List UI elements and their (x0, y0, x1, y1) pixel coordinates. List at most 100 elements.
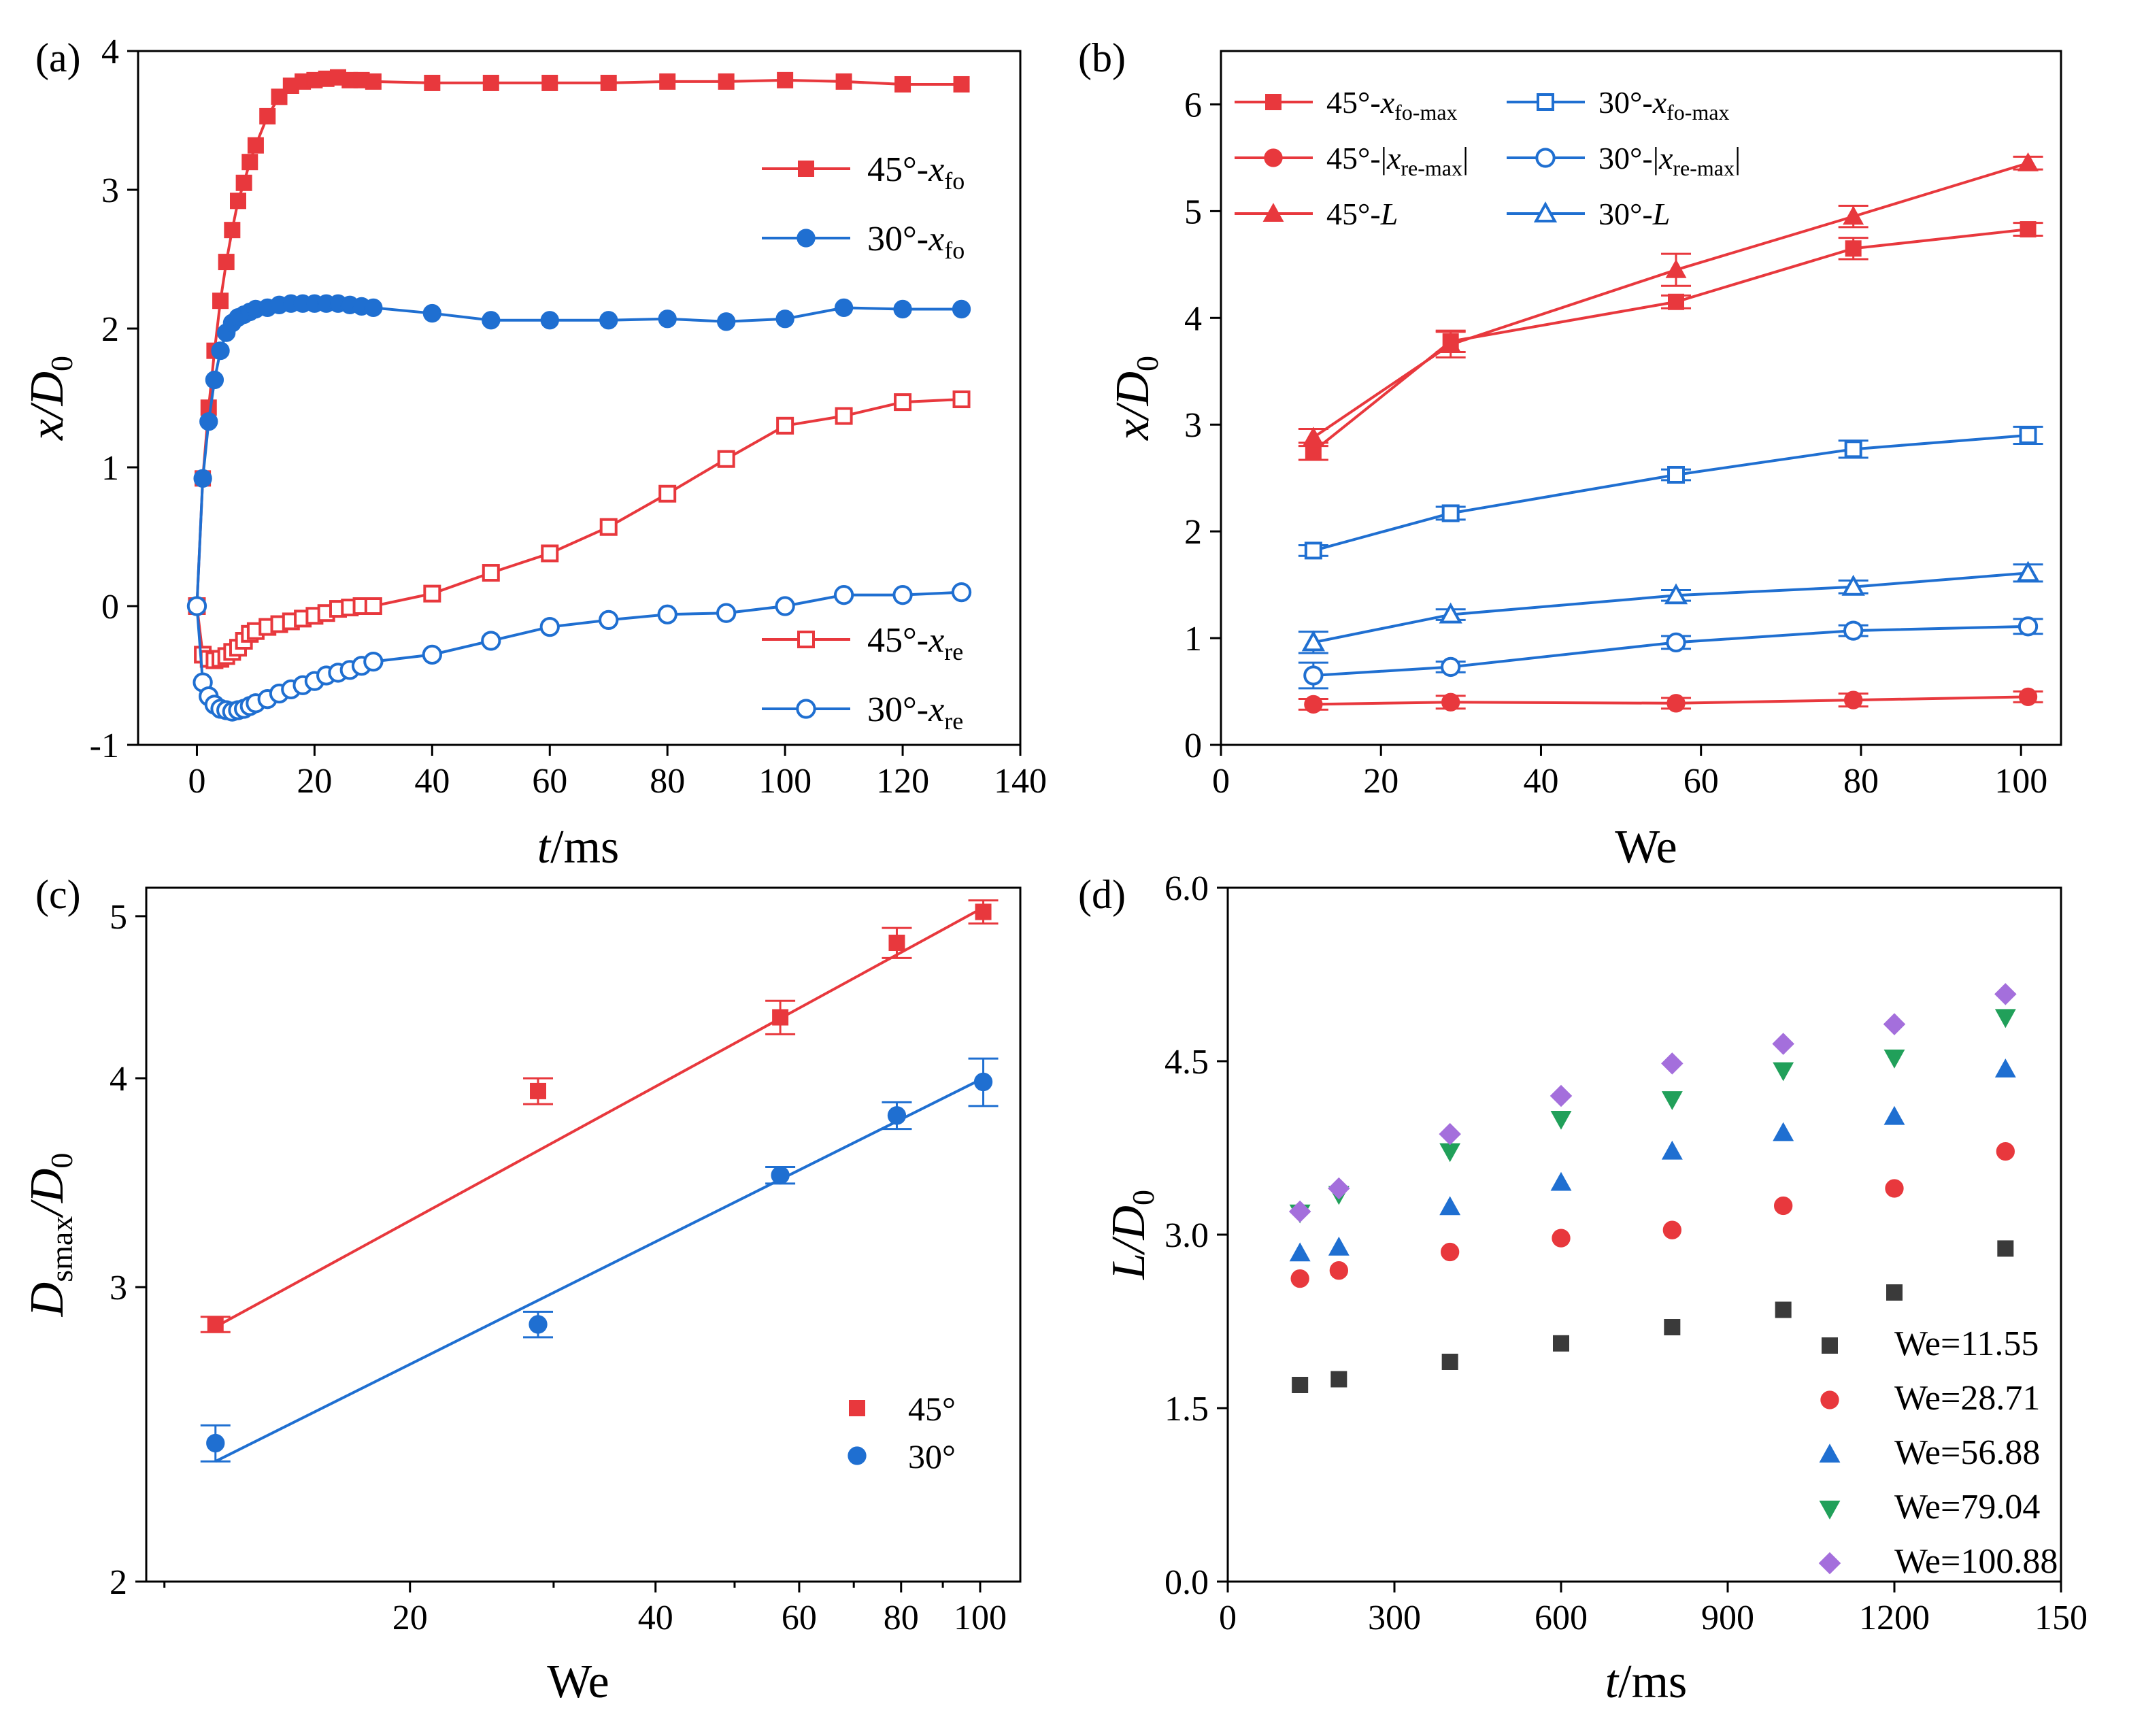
legend-label: We=56.88 (1894, 1433, 2040, 1472)
legend-item: 45° (849, 1390, 956, 1428)
data-point (2017, 152, 2039, 171)
legend-item: 30°-|xre-max| (1507, 141, 1741, 180)
x-tick-label: 140 (994, 762, 1047, 801)
legend-item: We=79.04 (1819, 1488, 2040, 1526)
data-point (530, 1082, 547, 1099)
data-point (893, 299, 912, 319)
y-axis-label: L/D0 (1103, 1190, 1160, 1280)
legend-var: x (928, 621, 944, 660)
legend-sub: re (944, 638, 963, 665)
legend-tail: | (1735, 141, 1741, 176)
legend-marker (1535, 148, 1556, 168)
data-point (2020, 221, 2037, 238)
legend-marker (1819, 1443, 1841, 1463)
legend-var: x (1380, 85, 1395, 120)
data-point (1303, 427, 1324, 446)
x-axis-label-var: t (537, 821, 552, 873)
data-point (1292, 1377, 1309, 1393)
data-point (833, 585, 854, 605)
data-point (482, 564, 500, 582)
data-point (1328, 1236, 1350, 1256)
y-axis-label-sub0: 0 (1126, 1190, 1160, 1205)
data-point (771, 1165, 790, 1185)
legend-marker (1818, 1552, 1841, 1575)
data-point (1552, 1229, 1571, 1248)
x-tick-label: 60 (782, 1599, 817, 1637)
data-point (1667, 465, 1686, 484)
legend-marker (1822, 1337, 1838, 1354)
legend-sub: re-max (1401, 156, 1462, 180)
legend-tail: | (1462, 141, 1469, 176)
data-point (1329, 1261, 1348, 1280)
legend-item: We=11.55 (1822, 1324, 2039, 1363)
data-point (952, 390, 971, 409)
data-point (364, 298, 383, 318)
data-point (212, 293, 229, 310)
data-point (1841, 574, 1865, 596)
legend-item: 45°-xfo (762, 150, 965, 195)
y-axis-label-sub0: 0 (44, 1153, 79, 1169)
y-axis-label-div: /D (21, 371, 73, 422)
legend-label: We=28.71 (1894, 1379, 2040, 1418)
y-axis-label-div: /D (1103, 1205, 1155, 1256)
data-point (1883, 1105, 1905, 1125)
data-point (206, 1433, 225, 1453)
y-axis-label-var: x (21, 419, 73, 441)
legend-marker (1265, 94, 1282, 110)
legend-item: 45°-xfo-max (1235, 85, 1458, 124)
y-tick-label: 6.0 (1165, 869, 1209, 908)
x-axis-label-unit: /ms (1618, 1656, 1687, 1708)
legend-marker (796, 699, 816, 719)
x-tick-label: 900 (1701, 1599, 1754, 1637)
data-point (1288, 1200, 1311, 1223)
panel-label: (d) (1078, 872, 1126, 917)
legend-marker (848, 1446, 867, 1465)
legend-label: 30° (908, 1437, 956, 1475)
data-point (1883, 1013, 1906, 1035)
data-point (834, 298, 854, 318)
legend-item: 30°-xre (762, 690, 963, 735)
data-point (1301, 630, 1325, 652)
y-tick-label: 4.5 (1165, 1043, 1209, 1082)
data-point (1441, 656, 1461, 678)
legend-marker (1533, 201, 1558, 222)
data-point (951, 582, 972, 603)
x-tick-label: 600 (1535, 1599, 1588, 1637)
data-point (481, 631, 501, 651)
legend-marker (797, 229, 816, 248)
y-tick-label: -1 (90, 727, 119, 765)
data-point (1550, 1111, 1572, 1130)
data-point (659, 73, 676, 90)
x-tick-label: 80 (1843, 762, 1879, 801)
data-point (975, 903, 992, 920)
data-point (1661, 1140, 1683, 1160)
data-point (894, 393, 912, 412)
panel-label: (b) (1078, 35, 1126, 80)
fit-line (214, 906, 984, 1329)
data-point (1665, 258, 1687, 278)
legend-label: 30°-xre (867, 690, 963, 735)
y-axis-label-var: L (1103, 1253, 1155, 1280)
series-2 (1289, 1058, 2016, 1262)
data-point (1845, 240, 1862, 257)
x-tick-label: 80 (884, 1599, 919, 1637)
data-point (952, 299, 971, 319)
data-point (1441, 1354, 1458, 1370)
data-point (892, 585, 913, 605)
data-point (199, 412, 218, 431)
data-point (657, 604, 677, 624)
data-point (716, 603, 737, 623)
data-point (1303, 665, 1324, 686)
panel-a: (a)0 20 40 60 80 100 120 140-101234t/msx/D045°-… (21, 33, 1047, 873)
data-point (1328, 1177, 1350, 1200)
data-point (218, 254, 235, 271)
x-axis-label: t/ms (537, 821, 620, 873)
data-point (1304, 541, 1322, 560)
data-point (1330, 1371, 1347, 1388)
legend-item: We=56.88 (1819, 1433, 2040, 1472)
data-point (1773, 1062, 1794, 1082)
legend-sub: fo-max (1666, 100, 1729, 124)
legend-prefix: 45°- (1326, 85, 1381, 120)
data-point (772, 1009, 789, 1026)
